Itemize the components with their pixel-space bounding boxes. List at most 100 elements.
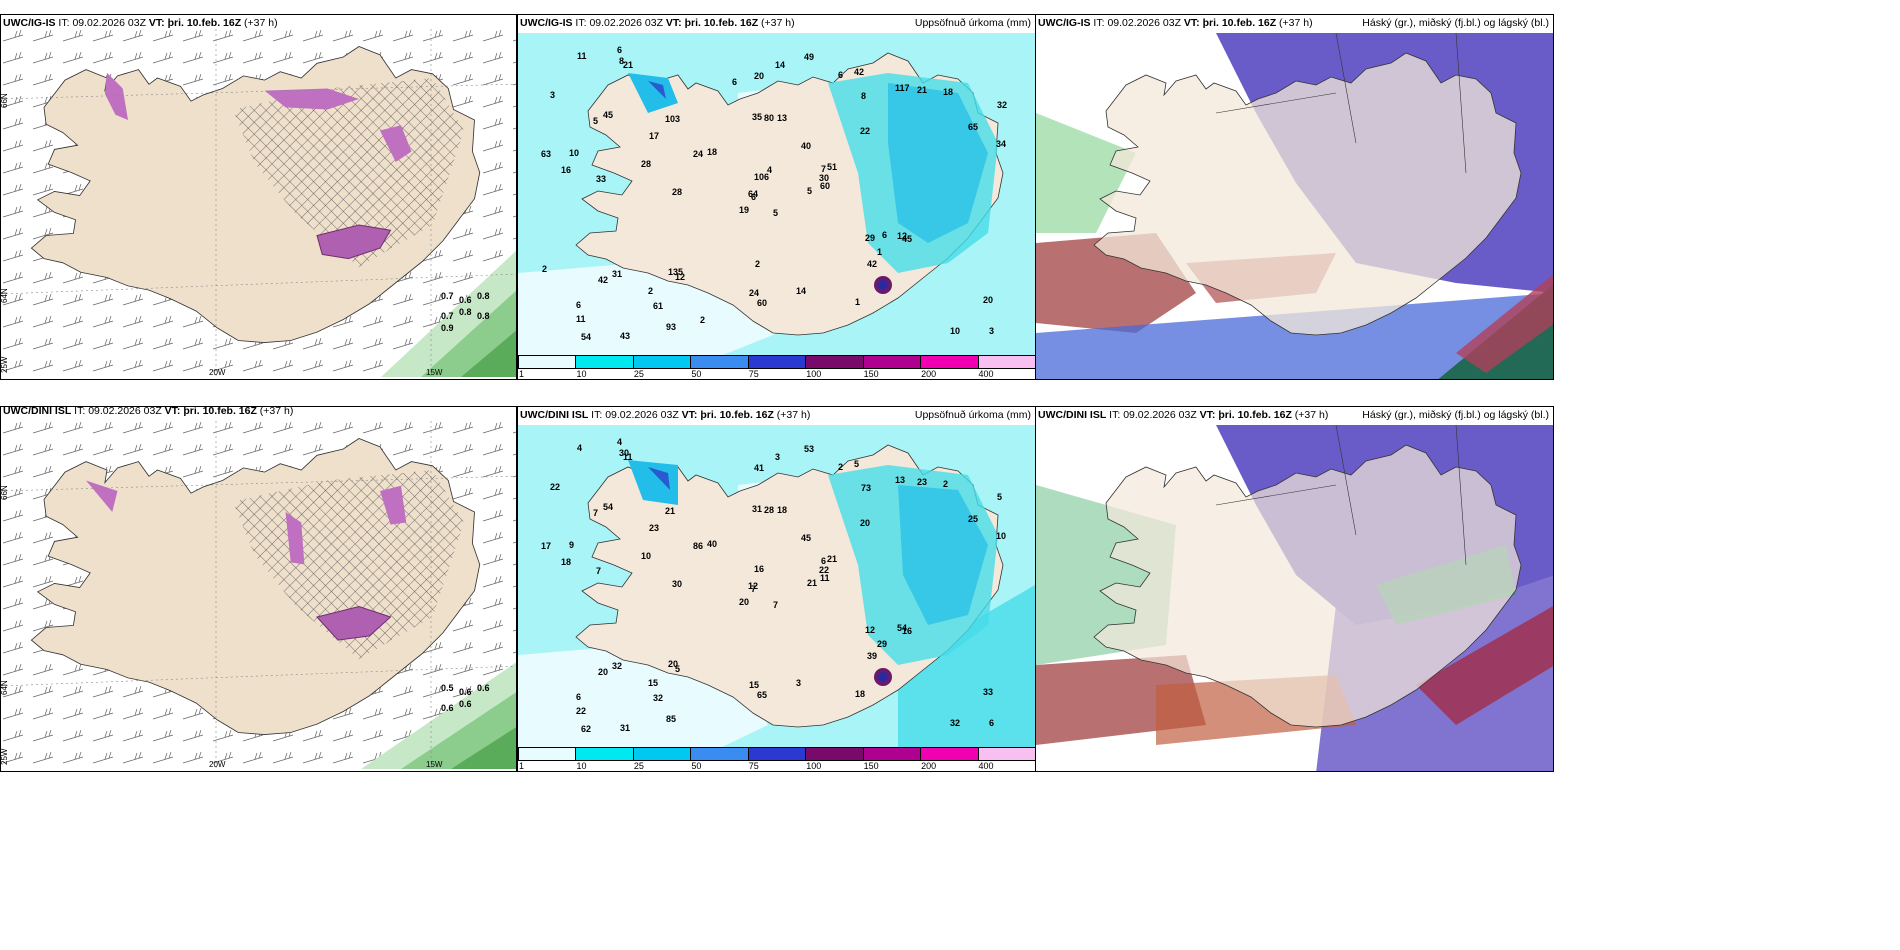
colorbar-swatch [977, 747, 1035, 761]
precip-value: 7 [596, 566, 601, 576]
lead-time: (+37 h) [1279, 17, 1313, 29]
precip-value: 12 [865, 625, 875, 635]
it-value: 09.02.2026 03Z [72, 17, 146, 29]
it-value: 09.02.2026 03Z [1123, 409, 1197, 421]
precip-value: 3 [550, 90, 555, 100]
precip-value: 2 [943, 479, 948, 489]
model-name: UWC/DINI ISL [1038, 409, 1107, 421]
precip-value: 32 [950, 718, 960, 728]
precip-value: 3 [775, 452, 780, 462]
colorbar-swatch [632, 355, 692, 369]
precip-value: 43 [620, 331, 630, 341]
lat-label: 66N [1, 485, 9, 500]
precip-value: 3 [796, 678, 801, 688]
colorbar-tick: 1 [519, 761, 525, 771]
it-label: IT: [58, 17, 70, 29]
colorbar-swatch [920, 355, 979, 369]
wind-value: 0.6 [459, 295, 472, 305]
precip-value: 42 [854, 67, 864, 77]
precip-value: 86 [693, 541, 703, 551]
precip-value: 5 [997, 492, 1002, 502]
precip-value: 29 [865, 233, 875, 243]
it-value: 09.02.2026 03Z [88, 406, 162, 417]
model-name: UWC/IG-IS [1038, 17, 1091, 29]
precip-value: 61 [653, 301, 663, 311]
precip-value: 21 [807, 578, 817, 588]
colorbar-tick: 75 [748, 369, 759, 379]
precip-value: 40 [707, 539, 717, 549]
precip-value: 20 [860, 518, 870, 528]
wind-value: 0.6 [441, 703, 454, 713]
panel-header: UWC/DINI ISL IT: 09.02.2026 03Z VT: þri.… [3, 406, 512, 418]
precip-value: 10 [950, 326, 960, 336]
panel-dini-clouds: UWC/DINI ISL IT: 09.02.2026 03Z VT: þri.… [1035, 406, 1554, 772]
colorbar-tick: 150 [863, 369, 879, 379]
precip-value: 18 [561, 557, 571, 567]
precip-value: 85 [666, 714, 676, 724]
precip-value: 32 [612, 661, 622, 671]
wind-value: 0.6 [459, 699, 472, 709]
panel-header: UWC/IG-IS IT: 09.02.2026 03Z VT: þri. 10… [3, 17, 512, 30]
colorbar-tick: 50 [691, 761, 702, 771]
precip-map: 5566712421385213333219224335403118116180… [518, 33, 1035, 357]
precip-value: 10 [641, 551, 651, 561]
precip-value: 45 [902, 234, 912, 244]
precip-value: 7 [821, 164, 826, 174]
vt-label: VT: [148, 17, 165, 29]
precip-value: 12 [675, 272, 685, 282]
precip-value: 1 [877, 247, 882, 257]
colorbar-swatch [575, 747, 634, 761]
precip-value: 11 [577, 51, 587, 61]
precip-value: 34 [996, 139, 1006, 149]
colorbar-swatch [747, 747, 807, 761]
lead-time: (+37 h) [761, 17, 795, 29]
colorbar-tick: 400 [978, 761, 994, 771]
precip-value: 20 [983, 295, 993, 305]
it-label: IT: [591, 409, 603, 421]
colorbar-tick: 25 [633, 369, 644, 379]
precip-value: 16 [754, 564, 764, 574]
precip-value: 6 [989, 718, 994, 728]
wind-value: 0.6 [459, 687, 472, 697]
wind-value: 0.9 [441, 323, 454, 333]
precip-value: 17 [541, 541, 551, 551]
precip-value: 54 [897, 623, 907, 633]
precip-value: 21 [623, 60, 633, 70]
precip-value: 18 [707, 147, 717, 157]
wind-value: 0.6 [477, 683, 490, 693]
colorbar-swatch [977, 355, 1035, 369]
precip-value: 22 [860, 126, 870, 136]
colorbar-tick: 200 [921, 369, 937, 379]
precip-value: 15 [648, 678, 658, 688]
precip-value: 42 [598, 275, 608, 285]
precip-value: 60 [757, 298, 767, 308]
precip-value: 16 [902, 626, 912, 636]
precip-value: 30 [619, 448, 629, 458]
precip-value: 5 [854, 459, 859, 469]
precip-value: 20 [598, 667, 608, 677]
precip-value: 117 [895, 83, 910, 93]
vt-value: þri. 10.feb. 16Z [1218, 409, 1292, 421]
precip-value: 8 [861, 91, 866, 101]
precip-value: 5 [773, 208, 778, 218]
precip-value: 23 [649, 523, 659, 533]
precip-value: 8 [619, 56, 624, 66]
precip-value: 33 [983, 687, 993, 697]
colorbar-tick: 75 [748, 761, 759, 771]
panel-header: UWC/IG-IS IT: 09.02.2026 03Z VT: þri. 10… [1038, 17, 1549, 30]
precip-value: 7 [593, 508, 598, 518]
precip-value: 2 [542, 264, 547, 274]
precip-value: 22 [819, 565, 829, 575]
lead-time: (+37 h) [259, 406, 294, 417]
colorbar-tick: 100 [806, 761, 822, 771]
precip-value: 32 [997, 100, 1007, 110]
precip-value: 49 [804, 52, 814, 62]
it-label: IT: [1109, 409, 1121, 421]
vt-value: þri. 10.feb. 16Z [1202, 17, 1277, 29]
precip-value: 65 [757, 690, 767, 700]
vt-label: VT: [665, 17, 682, 29]
precip-value: 7 [751, 584, 756, 594]
colorbar-tick: 10 [576, 369, 587, 379]
precip-value: 11 [820, 573, 830, 583]
colorbar-tick: 25 [633, 761, 644, 771]
